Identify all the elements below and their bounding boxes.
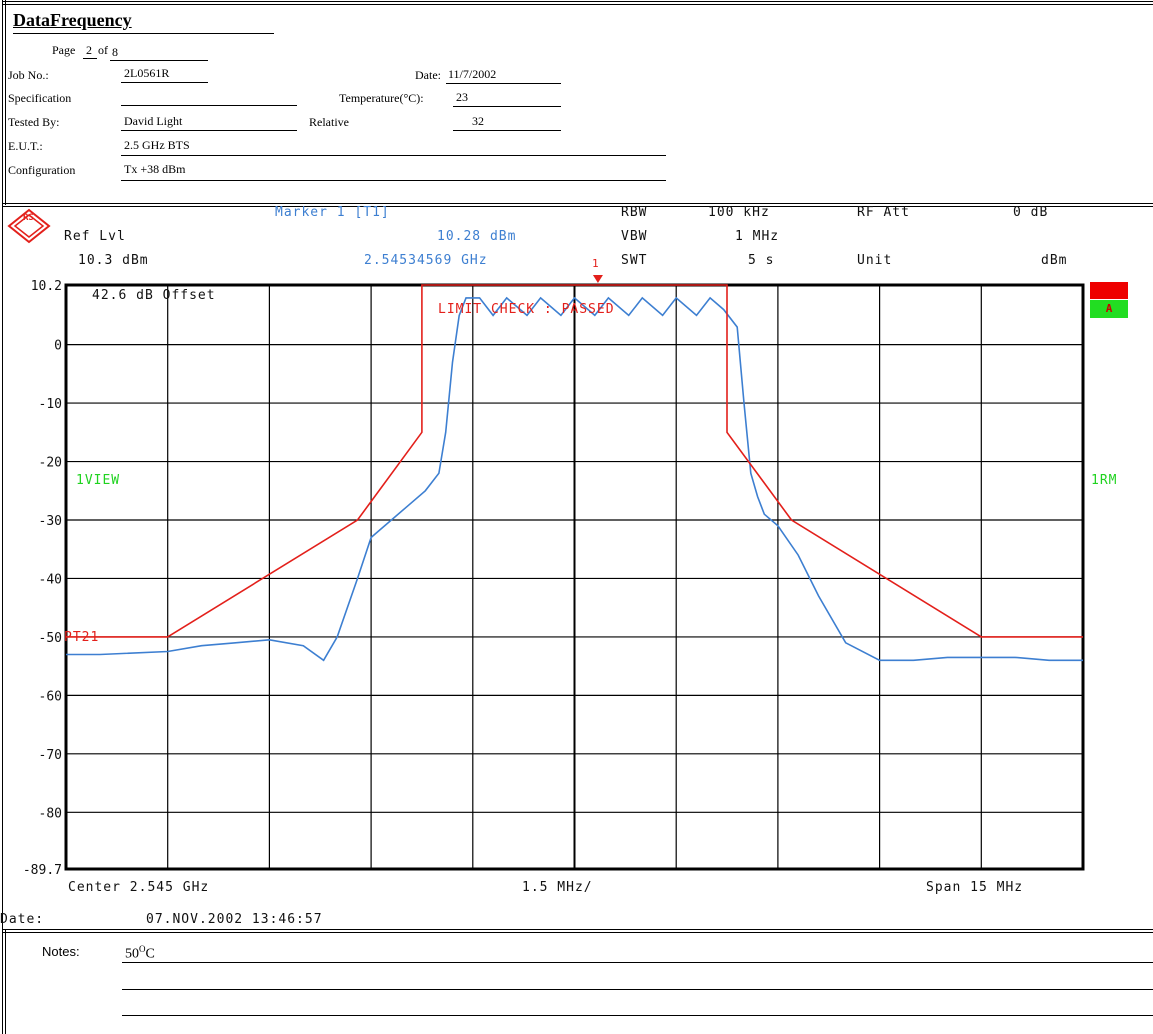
- y-tick-label: -40: [39, 572, 62, 587]
- frame-top: [2, 1, 1153, 2]
- tested-label: Tested By:: [8, 115, 60, 129]
- notes-top-rule-2: [2, 932, 1153, 933]
- temperature-label: Temperature(°C):: [339, 91, 424, 105]
- config-value: Tx +38 dBm: [124, 162, 186, 176]
- limit-check-status: LIMIT CHECK : PASSED: [438, 302, 615, 317]
- ref-lvl-value: 10.3 dBm: [78, 253, 149, 268]
- division-scale: 1.5 MHz/: [522, 880, 593, 895]
- frame-left-inner-top: [5, 0, 6, 205]
- rf-att-label: RF Att: [857, 205, 910, 220]
- page-current-underline: [83, 58, 97, 59]
- trace-badge: A: [1090, 300, 1128, 318]
- trace-badge-red: [1090, 282, 1128, 299]
- frame-left-outer: [2, 0, 3, 1034]
- title-underline: [13, 33, 274, 34]
- report-title: DataFrequency: [13, 10, 132, 30]
- y-tick-label: 10.2: [31, 279, 62, 294]
- y-tick-label: -30: [39, 514, 62, 529]
- y-tick-label: -89.7: [23, 863, 62, 878]
- limit-line: [66, 284, 1083, 638]
- notes-label: Notes:: [42, 944, 80, 959]
- y-tick-label: -20: [39, 456, 62, 471]
- unit-label: Unit: [857, 253, 893, 268]
- page-of: of: [98, 43, 108, 57]
- marker-frequency: 2.54534569 GHz: [364, 253, 488, 268]
- config-underline: [121, 180, 666, 181]
- page-current: 2: [86, 43, 92, 57]
- plot-grid: [64, 283, 1085, 871]
- ref-lvl-label: Ref Lvl: [64, 229, 126, 244]
- marker-label: Marker 1 [T1]: [275, 205, 390, 220]
- notes-line-1[interactable]: [122, 962, 1153, 963]
- spec-underline: [121, 105, 297, 106]
- rs-logo-letters: RS: [23, 213, 34, 223]
- job-underline: [121, 82, 208, 83]
- swt-label: SWT: [621, 253, 648, 268]
- temperature-value: 23: [456, 90, 468, 104]
- y-tick-label: -80: [39, 806, 62, 821]
- eut-value: 2.5 GHz BTS: [124, 138, 190, 152]
- date-label: Date:: [415, 68, 441, 82]
- swt-value: 5 s: [748, 253, 775, 268]
- notes-top-rule: [2, 929, 1153, 930]
- tested-value: David Light: [124, 114, 183, 128]
- eut-label: E.U.T.:: [8, 139, 43, 153]
- spec-label: Specification: [8, 91, 72, 105]
- notes-line-3[interactable]: [122, 1015, 1153, 1016]
- view-label: 1VIEW: [76, 473, 121, 488]
- rf-att-value: 0 dB: [1013, 205, 1049, 220]
- rbw-label: RBW: [621, 205, 648, 220]
- page-total-underline: [110, 60, 208, 61]
- notes-value: 50OC: [125, 944, 155, 963]
- job-value: 2L0561R: [124, 66, 170, 80]
- vbw-label: VBW: [621, 229, 648, 244]
- instrument-date-label: Date:: [0, 912, 45, 927]
- relative-underline: [453, 130, 561, 131]
- page-label: Page: [52, 43, 76, 57]
- vbw-value: 1 MHz: [735, 229, 780, 244]
- relative-value: 32: [472, 114, 484, 128]
- instrument-date-value: 07.NOV.2002 13:46:57: [146, 912, 323, 927]
- header-bottom-rule: [2, 203, 1153, 204]
- y-tick-label: 0: [54, 339, 62, 354]
- notes-number: 50: [125, 946, 139, 962]
- spectrum-plot: 10.2 0 -10 -20 -30 -40 -50 -60 -70 -80 -89.7: [23, 275, 1085, 878]
- marker-number: 1: [592, 257, 599, 270]
- marker-triangle: [592, 275, 603, 283]
- notes-unit: C: [145, 946, 155, 962]
- y-tick-label: -70: [39, 748, 62, 763]
- y-tick-label: -10: [39, 397, 62, 412]
- page-total: 8: [112, 45, 118, 59]
- marker-level: 10.28 dBm: [437, 229, 517, 244]
- spectrum-trace: [66, 296, 1083, 662]
- limit-line-label: PT21: [64, 630, 100, 645]
- rs-logo-icon: [7, 208, 51, 244]
- config-label: Configuration: [8, 163, 76, 177]
- plot-traces: [66, 275, 1083, 662]
- y-tick-labels: 10.2 0 -10 -20 -30 -40 -50 -60 -70 -80 -89.7: [23, 279, 62, 878]
- y-tick-label: -60: [39, 689, 62, 704]
- notes-line-2[interactable]: [122, 989, 1153, 990]
- offset-text: 42.6 dB Offset: [92, 288, 216, 303]
- rm-label: 1RM: [1091, 473, 1118, 488]
- y-tick-label: -50: [39, 631, 62, 646]
- tested-underline: [121, 130, 297, 131]
- frame-left-inner-bottom: [5, 930, 6, 1034]
- date-value: 11/7/2002: [448, 67, 497, 81]
- relative-label: Relative: [309, 115, 349, 129]
- temperature-underline: [453, 106, 561, 107]
- span: Span 15 MHz: [926, 880, 1024, 895]
- center-frequency: Center 2.545 GHz: [68, 880, 210, 895]
- notes-degree: O: [139, 944, 146, 954]
- job-label: Job No.:: [8, 68, 49, 82]
- header-bottom-rule-2: [2, 206, 1153, 207]
- eut-underline: [121, 155, 666, 156]
- frame-top-inner: [2, 4, 1153, 5]
- date-underline: [446, 83, 561, 84]
- unit-value: dBm: [1041, 253, 1068, 268]
- rbw-value: 100 kHz: [708, 205, 770, 220]
